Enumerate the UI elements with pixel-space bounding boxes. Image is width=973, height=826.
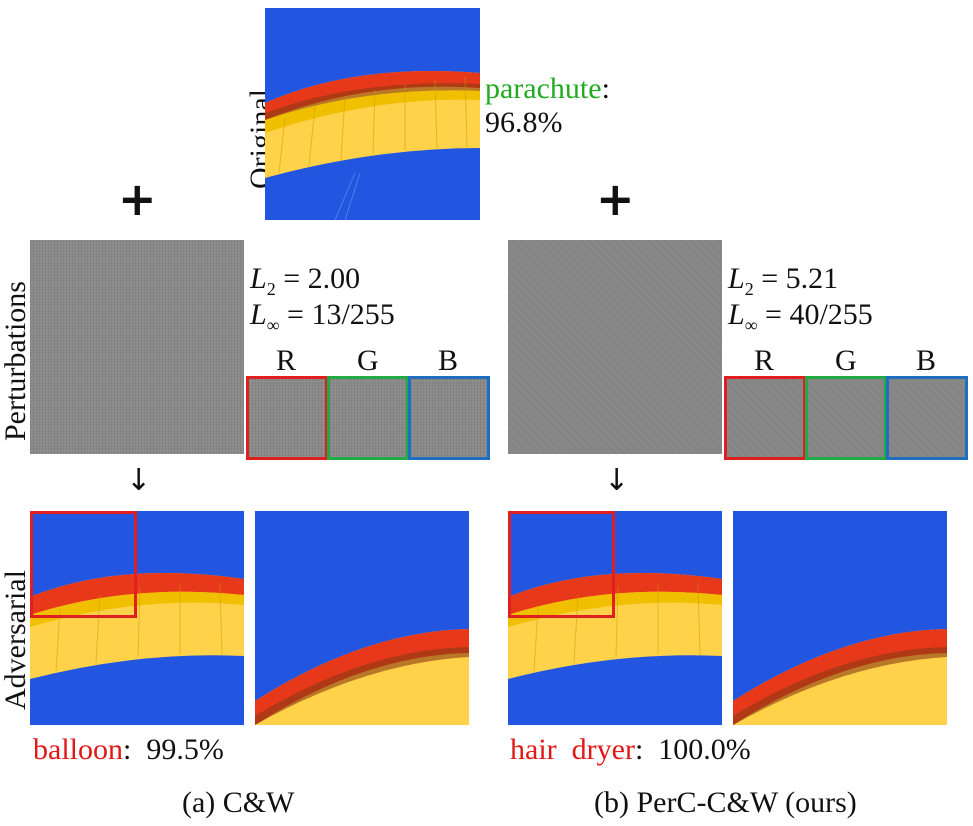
perc-pred-colon: : [634, 733, 644, 766]
original-class: parachute [485, 72, 602, 105]
perc-pred-class: hair dryer [510, 733, 635, 766]
perc-channel-b-image [886, 376, 968, 460]
perc-channel-label-r: R [754, 344, 775, 377]
cw-pred-colon: : [123, 733, 132, 766]
cw-pred-conf: 99.5% [146, 733, 224, 766]
perc-channel-r-image [724, 376, 806, 460]
cw-zoomed-image [255, 511, 469, 725]
cw-caption: (a) C&W [182, 786, 295, 819]
cw-linf-norm: L∞ = 13/255 [250, 298, 395, 335]
perc-channel-label-g: G [835, 344, 857, 377]
cw-pred-class: balloon [33, 733, 123, 766]
cw-channel-r-image [246, 376, 328, 460]
perc-caption: (b) PerC-C&W (ours) [594, 786, 857, 819]
original-colon: : [601, 72, 610, 105]
cw-channel-label-g: G [357, 344, 379, 377]
cw-perturbation-image [30, 240, 244, 454]
perc-channel-label-b: B [916, 344, 937, 377]
perc-perturbation-image [508, 240, 722, 454]
cw-channel-g-image [327, 376, 409, 460]
cw-prediction: balloon: 99.5% [33, 735, 224, 765]
perc-l2-norm: L2 = 5.21 [728, 262, 839, 299]
cw-channel-label-b: B [438, 344, 459, 377]
perc-arrow: ↓ [604, 463, 630, 498]
cw-channel-label-r: R [276, 344, 297, 377]
perc-adversarial-image [508, 511, 722, 725]
row-label-adversarial: Adversarial [0, 570, 32, 710]
original-prediction: parachute: [485, 74, 610, 104]
perc-zoomed-image [733, 511, 947, 725]
original-confidence: 96.8% [485, 106, 563, 139]
perc-channel-g-image [805, 376, 887, 460]
original-image [265, 8, 480, 220]
cw-l2-norm: L2 = 2.00 [250, 262, 361, 299]
perc-pred-conf: 100.0% [658, 733, 751, 766]
plus-sign-right: + [596, 172, 635, 226]
plus-sign-left: + [118, 172, 157, 226]
perc-linf-norm: L∞ = 40/255 [728, 298, 873, 335]
cw-arrow: ↓ [126, 463, 152, 498]
cw-adversarial-image [30, 511, 244, 725]
row-label-perturbations: Perturbations [0, 281, 32, 441]
cw-channel-b-image [408, 376, 490, 460]
perc-prediction: hair dryer: 100.0% [510, 735, 751, 765]
